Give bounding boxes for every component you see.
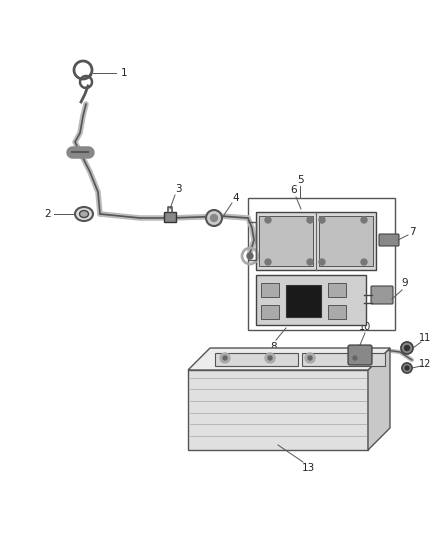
Text: 3: 3 (175, 184, 181, 194)
Bar (259, 216, 313, 266)
Circle shape (265, 353, 275, 363)
Circle shape (307, 259, 313, 265)
Circle shape (402, 363, 412, 373)
Circle shape (350, 353, 360, 363)
Bar (328, 305, 346, 319)
Circle shape (307, 217, 313, 223)
Text: 9: 9 (402, 278, 408, 288)
Text: 11: 11 (419, 333, 431, 343)
Bar (256, 275, 366, 325)
Polygon shape (368, 348, 390, 450)
Ellipse shape (80, 211, 88, 217)
Circle shape (223, 356, 227, 360)
Circle shape (305, 353, 315, 363)
Bar (248, 198, 395, 330)
Circle shape (206, 210, 222, 226)
Circle shape (361, 217, 367, 223)
FancyBboxPatch shape (379, 234, 399, 246)
Bar (164, 212, 176, 222)
Text: 4: 4 (233, 193, 239, 203)
Text: 2: 2 (45, 209, 51, 219)
Circle shape (265, 259, 271, 265)
Bar (261, 305, 279, 319)
Circle shape (405, 345, 410, 351)
Circle shape (265, 217, 271, 223)
Bar (328, 283, 346, 297)
Bar (188, 370, 368, 450)
Circle shape (268, 356, 272, 360)
Circle shape (247, 253, 253, 259)
Polygon shape (215, 353, 298, 366)
Text: 8: 8 (271, 342, 277, 352)
FancyBboxPatch shape (371, 286, 393, 304)
Circle shape (401, 342, 413, 354)
Text: 10: 10 (359, 322, 371, 332)
Circle shape (319, 217, 325, 223)
Circle shape (319, 259, 325, 265)
Ellipse shape (75, 207, 93, 221)
FancyBboxPatch shape (256, 212, 376, 270)
Text: 7: 7 (409, 227, 415, 237)
Text: 1: 1 (121, 68, 127, 78)
Circle shape (361, 259, 367, 265)
Text: 13: 13 (301, 463, 314, 473)
Circle shape (353, 356, 357, 360)
Bar (319, 216, 373, 266)
Circle shape (308, 356, 312, 360)
Circle shape (405, 366, 409, 370)
Text: 6: 6 (291, 185, 297, 195)
Bar (261, 283, 279, 297)
FancyBboxPatch shape (348, 345, 372, 365)
Circle shape (211, 214, 218, 222)
Polygon shape (188, 348, 390, 370)
Text: 5: 5 (297, 175, 303, 185)
Circle shape (220, 353, 230, 363)
Text: 12: 12 (419, 359, 431, 369)
Polygon shape (302, 353, 385, 366)
Bar (286, 285, 321, 317)
